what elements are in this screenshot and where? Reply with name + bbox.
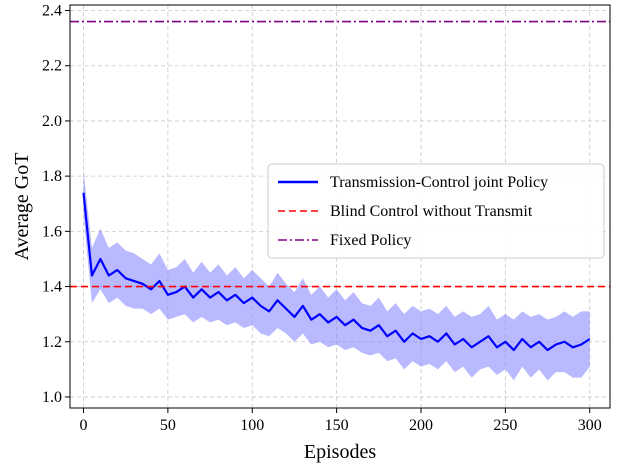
legend: Transmission-Control joint Policy Blind C… — [267, 163, 605, 259]
legend-label: Blind Control without Transmit — [330, 203, 533, 220]
legend-box — [267, 163, 605, 259]
series-line — [82, 192, 591, 352]
axis-ticks: 0 50 100 150 200 250 300 1.0 1.2 1.4 1.6 1.8 2.0 2.2 2… — [42, 3, 602, 434]
plot-frame — [69, 4, 611, 409]
y-axis-label: Average GoT — [11, 153, 33, 261]
series-lines — [70, 20, 610, 352]
confidence-band — [83, 170, 590, 381]
x-tick-label: 150 — [325, 417, 349, 434]
x-tick-label: 0 — [80, 417, 88, 434]
x-tick-label: 300 — [578, 417, 602, 434]
y-tick-label: 1.6 — [42, 223, 62, 240]
x-tick-label: 100 — [240, 417, 264, 434]
y-tick-label: 1.4 — [42, 279, 62, 296]
legend-label: Transmission-Control joint Policy — [330, 174, 548, 191]
y-tick-label: 1.0 — [42, 389, 62, 406]
y-tick-label: 2.0 — [42, 113, 62, 130]
x-tick-label: 50 — [160, 417, 176, 434]
x-tick-label: 200 — [409, 417, 433, 434]
x-axis-label: Episodes — [304, 441, 376, 463]
x-tick-label: 250 — [493, 417, 517, 434]
legend-label: Fixed Policy — [330, 232, 411, 249]
y-tick-label: 1.8 — [42, 168, 62, 185]
y-tick-label: 2.2 — [42, 58, 62, 75]
y-tick-label: 2.4 — [42, 3, 62, 20]
confidence-bands — [83, 170, 590, 381]
y-tick-label: 1.2 — [42, 334, 62, 351]
